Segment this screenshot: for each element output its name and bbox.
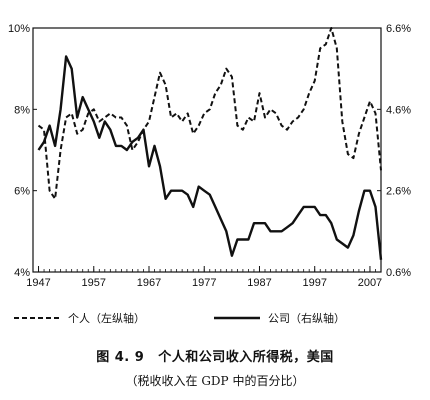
x-tick-label: 1947 (26, 277, 50, 289)
x-axis: 1947 1957 1967 1977 1987 1997 2007 (26, 266, 382, 289)
series-lines (37, 27, 383, 260)
legend-label: 个人（左纵轴） (68, 311, 145, 325)
x-tick-label: 1957 (82, 277, 106, 289)
figure-caption: 图 4. 9 个人和公司收入所得税，美国 (0, 346, 430, 365)
series-line-corporate (37, 55, 383, 260)
x-tick-label: 1967 (137, 277, 161, 289)
legend: 个人（左纵轴） 公司（右纵轴） (14, 311, 345, 325)
y-left-tick-label: 8% (14, 104, 30, 116)
legend-label: 公司（右纵轴） (268, 311, 345, 325)
x-tick-label: 1977 (192, 277, 216, 289)
y-left-tick-label: 10% (8, 23, 30, 35)
plot-border (32, 27, 382, 273)
y-right-tick-label: 2.6% (386, 186, 411, 198)
y-right-tick-label: 6.6% (386, 23, 411, 35)
x-tick-label: 1987 (247, 277, 271, 289)
y-right-tick-label: 0.6% (386, 267, 411, 279)
y-axis-left: 4% 6% 8% 10% (8, 23, 37, 279)
figure-number: 图 4. 9 (96, 350, 145, 365)
y-axis-right: 0.6% 2.6% 4.6% 6.6% (377, 23, 411, 279)
y-right-tick-label: 4.6% (386, 104, 411, 116)
figure-subtitle: （税收收入在 GDP 中的百分比） (125, 374, 305, 388)
plot-frame (32, 27, 382, 273)
series-line-individual (37, 27, 382, 200)
x-tick-label: 1997 (302, 277, 326, 289)
y-left-tick-label: 4% (14, 267, 30, 279)
y-left-tick-label: 6% (14, 186, 30, 198)
figure-title: 个人和公司收入所得税，美国 (158, 350, 334, 365)
x-tick-label: 2007 (358, 277, 382, 289)
